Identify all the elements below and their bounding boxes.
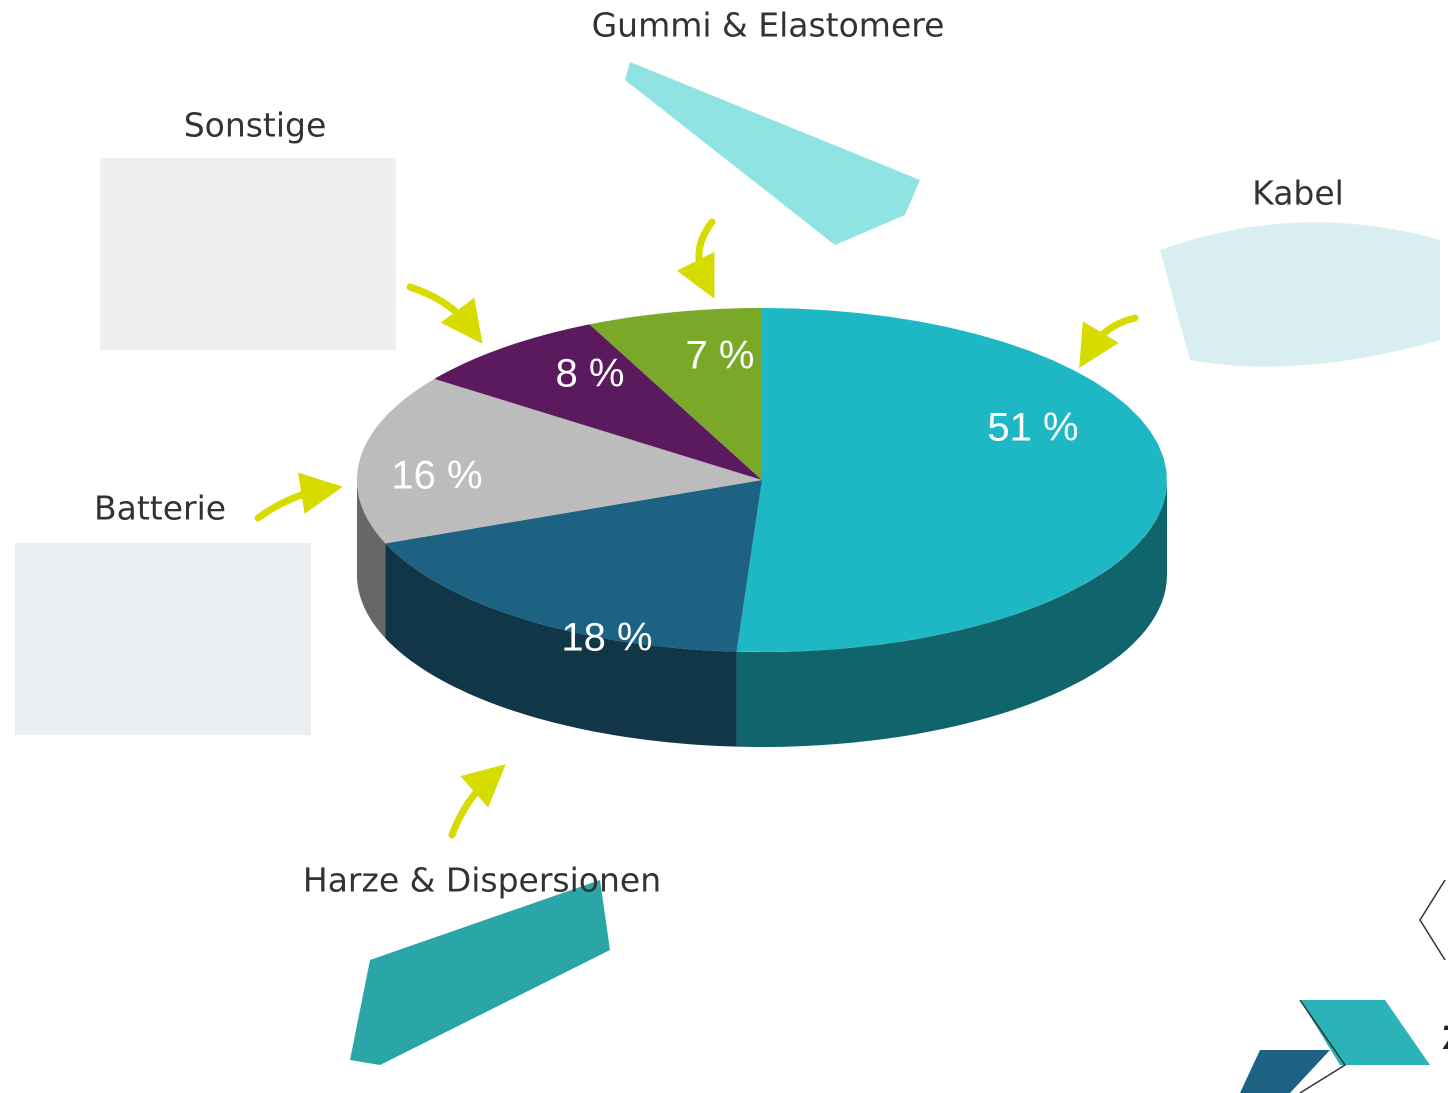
page-number: 7 [1440,1019,1448,1057]
value-label: 7 % [686,334,755,378]
slice [434,324,762,480]
image-train [350,880,610,1065]
hex-decor [1240,1050,1330,1093]
slice [736,308,1167,652]
image-kabel [1160,222,1440,367]
value-label: 51 % [987,406,1078,450]
category-label: Gummi & Elastomere [592,6,945,45]
category-label: Sonstige [184,106,327,145]
image-sonstige [100,158,396,350]
image-gummi [625,62,920,245]
category-label: Batterie [94,489,226,528]
hex-decor [1300,1000,1430,1065]
value-label: 16 % [391,454,482,498]
decor-images: 7 [15,62,1448,1093]
slice-side [736,480,1167,747]
category-label: Harze & Dispersionen [303,861,661,900]
slice-side [385,543,737,747]
slice-side [357,480,386,639]
slice [589,308,762,480]
hex-outline [1299,879,1446,1093]
image-batterie [15,543,311,735]
arrows [254,218,1139,839]
value-label: 18 % [561,616,652,660]
value-label: 8 % [556,352,625,396]
slice [357,378,762,544]
slice [385,480,762,652]
category-label: Kabel [1252,174,1344,213]
